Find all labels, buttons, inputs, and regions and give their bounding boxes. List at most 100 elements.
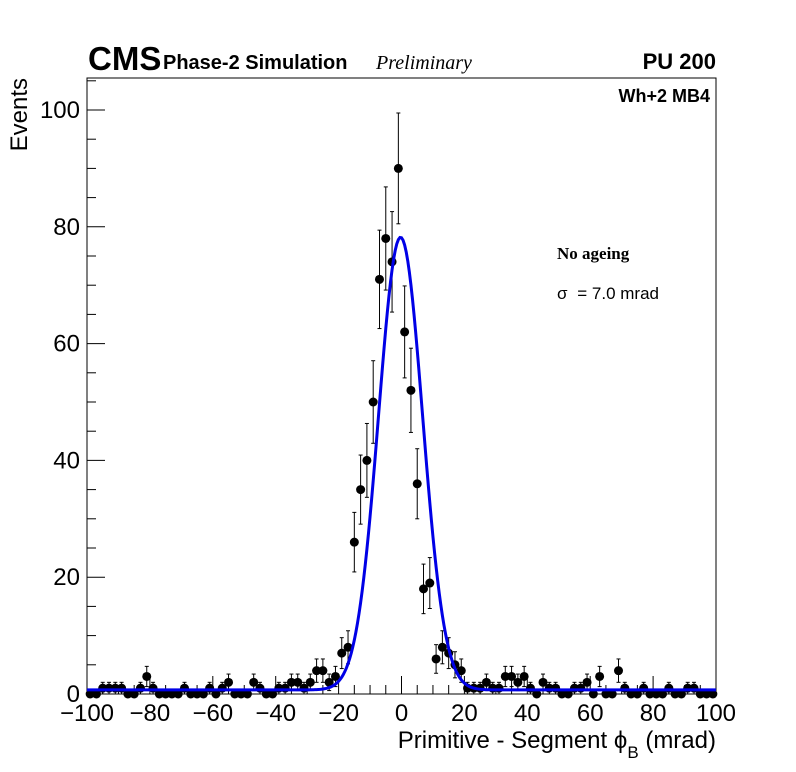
data-point: [305, 673, 315, 692]
data-point: [607, 689, 617, 699]
annotation-title: No ageing: [557, 244, 630, 263]
data-marker: [507, 671, 517, 681]
data-marker: [614, 666, 624, 676]
data-marker: [236, 689, 246, 699]
data-marker: [161, 689, 171, 699]
data-marker: [481, 677, 491, 687]
x-tick-label: −60: [192, 700, 233, 727]
data-marker: [186, 689, 196, 699]
data-marker: [356, 485, 366, 495]
x-tick-label: 40: [514, 700, 541, 727]
data-marker: [651, 689, 661, 699]
data-point: [412, 448, 422, 520]
sigma-annotation: σ = 7.0 mrad: [557, 284, 659, 303]
y-axis: 0 20 40 60 80 100: [40, 80, 105, 708]
x-axis-title: Primitive - Segment ϕB (mrad): [398, 727, 716, 762]
y-tick-label: 80: [53, 214, 80, 241]
data-point: [211, 689, 221, 699]
data-marker: [349, 537, 359, 547]
data-point: [431, 644, 441, 674]
data-marker: [601, 689, 611, 699]
data-marker: [607, 689, 617, 699]
data-point: [91, 689, 101, 699]
data-marker: [670, 689, 680, 699]
data-point: [268, 689, 278, 699]
data-marker: [676, 689, 686, 699]
data-point: [381, 186, 391, 291]
data-point: [349, 511, 359, 573]
data-point: [563, 689, 573, 699]
data-marker: [595, 671, 605, 681]
data-point: [142, 665, 152, 688]
data-point: [632, 689, 642, 699]
data-marker: [324, 677, 334, 687]
preliminary-label: Preliminary: [375, 52, 472, 74]
x-tick-label: 0: [395, 700, 408, 727]
y-tick-label: 40: [53, 447, 80, 474]
data-marker: [431, 654, 441, 664]
data-point: [595, 665, 605, 688]
data-point: [293, 673, 303, 692]
data-marker: [645, 689, 655, 699]
data-point: [400, 285, 410, 379]
data-point: [393, 112, 403, 225]
data-marker: [337, 648, 347, 658]
data-point: [374, 229, 384, 330]
data-point: [658, 689, 668, 699]
data-point: [708, 689, 718, 699]
data-point: [129, 689, 139, 699]
data-marker: [362, 455, 372, 465]
data-marker: [381, 233, 391, 243]
data-marker: [425, 578, 435, 588]
data-marker: [129, 689, 139, 699]
data-marker: [406, 385, 416, 395]
x-axis-title-suffix: (mrad): [639, 727, 716, 754]
data-marker: [268, 689, 278, 699]
data-marker: [437, 642, 447, 652]
data-point: [337, 637, 347, 670]
y-tick-label: 20: [53, 564, 80, 591]
data-marker: [400, 327, 410, 337]
data-point: [582, 673, 592, 692]
gaussian-fit-curve: [87, 235, 716, 692]
data-marker: [393, 163, 403, 173]
cms-logo-text: CMS: [88, 40, 161, 77]
data-marker: [123, 689, 133, 699]
data-point: [242, 689, 252, 699]
data-marker: [588, 689, 598, 699]
data-point: [519, 665, 529, 688]
data-marker: [312, 666, 322, 676]
x-tick-label: −100: [60, 700, 114, 727]
data-point: [362, 422, 372, 498]
data-marker: [626, 689, 636, 699]
data-point: [406, 347, 416, 433]
data-marker: [305, 677, 315, 687]
y-tick-label: 60: [53, 331, 80, 358]
data-marker: [91, 689, 101, 699]
data-marker: [658, 689, 668, 699]
data-marker: [198, 689, 208, 699]
data-marker: [192, 689, 202, 699]
data-points: [85, 112, 718, 699]
phi-symbol: ϕ: [614, 727, 627, 754]
data-marker: [154, 689, 164, 699]
data-marker: [582, 677, 592, 687]
x-tick-label: −80: [130, 700, 171, 727]
station-label: Wh+2 MB4: [618, 86, 710, 106]
x-tick-label: −20: [318, 700, 359, 727]
data-marker: [211, 689, 221, 699]
data-marker: [173, 689, 183, 699]
data-marker: [708, 689, 718, 699]
data-marker: [563, 689, 573, 699]
data-marker: [419, 584, 429, 594]
data-marker: [142, 671, 152, 681]
data-marker: [632, 689, 642, 699]
data-point: [198, 689, 208, 699]
data-point: [538, 673, 548, 692]
data-point: [425, 557, 435, 609]
data-point: [532, 689, 542, 699]
x-tick-label: −40: [255, 700, 296, 727]
data-marker: [330, 671, 340, 681]
data-point: [588, 689, 598, 699]
